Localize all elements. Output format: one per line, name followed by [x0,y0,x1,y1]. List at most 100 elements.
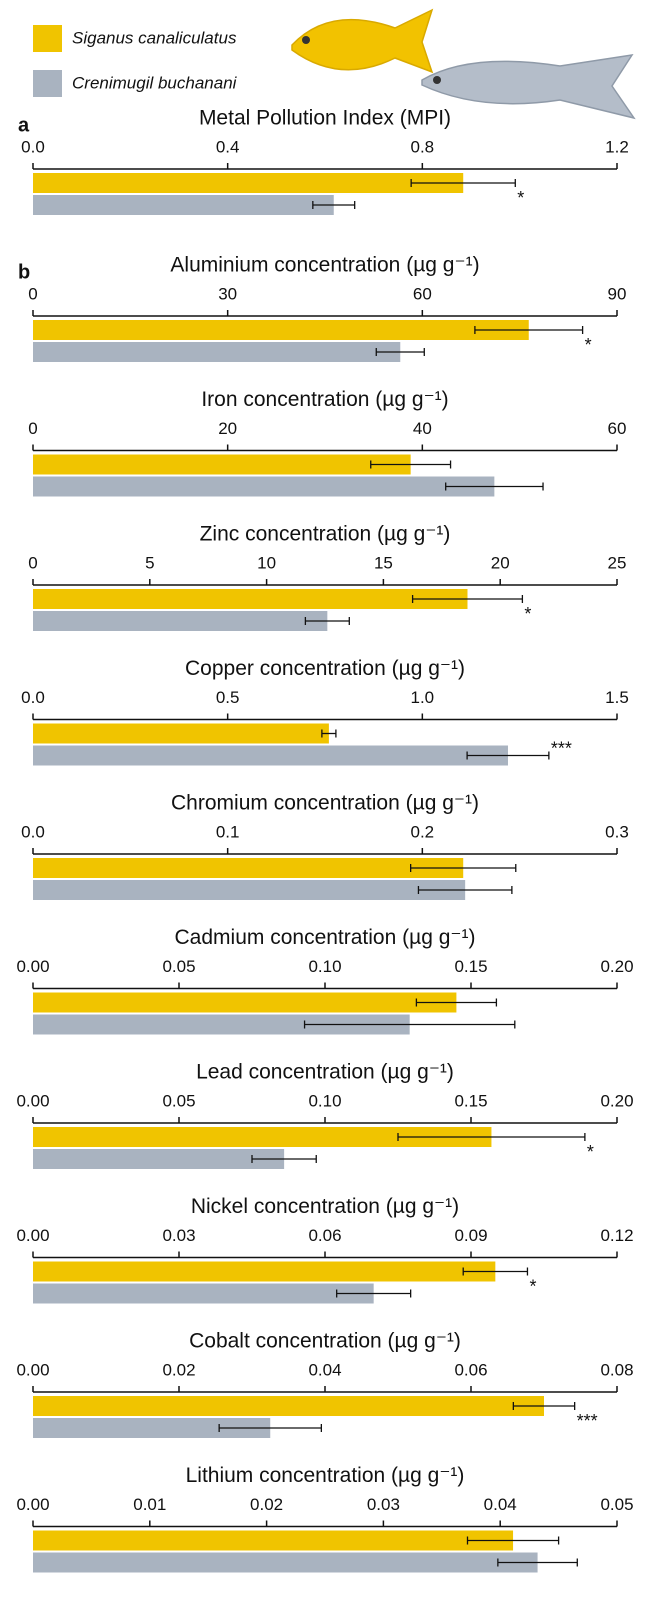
x-tick-label: 0.10 [308,957,341,976]
error-bar [411,595,524,603]
chart-title: Lead concentration (µg g⁻¹) [196,1061,454,1084]
x-tick-label: 0.8 [411,137,435,156]
error-bar [410,179,516,187]
x-tick-label: 60 [413,284,432,303]
significance: * [517,188,524,208]
error-bar [321,729,337,738]
error-bar [415,998,498,1007]
bar [33,1283,374,1304]
x-tick-label: 0.02 [250,1495,283,1514]
error-bar [466,1536,560,1545]
x-tick-label: 0.00 [16,957,49,976]
panel-label: b [18,261,30,283]
significance: *** [577,1411,598,1431]
error-bar [336,1289,412,1298]
x-tick-label: 0.0 [21,137,45,156]
error-bar [410,864,517,872]
bar [33,611,328,631]
fish-eye [302,36,310,44]
significance: * [524,604,531,624]
x-tick-label: 0.00 [16,1091,49,1110]
bar [33,745,508,766]
fish-illustrations [291,8,636,120]
x-tick-label: 25 [608,553,627,572]
x-tick-label: 0.15 [454,1091,487,1110]
legend-label: Crenimugil buchanani [72,73,238,92]
bar [33,454,411,475]
x-tick-label: 0.3 [605,822,629,841]
error-bar [417,886,513,894]
grey-fish [421,54,636,120]
x-tick-label: 60 [608,419,627,438]
x-tick-label: 0.2 [411,822,435,841]
x-tick-label: 0.04 [484,1495,517,1514]
bar [33,880,466,900]
bar [33,1149,285,1169]
x-tick-label: 0.0 [21,822,45,841]
chart-title: Cadmium concentration (µg g⁻¹) [175,926,476,949]
bar [33,1418,271,1438]
chart-title: Iron concentration (µg g⁻¹) [201,388,448,411]
x-tick-label: 1.5 [605,688,629,707]
x-tick-label: 0.5 [216,688,240,707]
bar [33,858,464,878]
x-tick-label: 0.00 [16,1226,49,1245]
x-tick-label: 40 [413,419,432,438]
bar [33,1127,492,1147]
error-bar [466,751,550,760]
yellow-fish [291,8,434,74]
error-bar [474,326,584,334]
error-bar [218,1424,323,1432]
chart-title: Metal Pollution Index (MPI) [199,107,451,130]
error-bar [445,482,544,491]
legend-swatch [33,70,62,97]
chart-title: Lithium concentration (µg g⁻¹) [186,1464,465,1487]
x-tick-label: 0.0 [21,688,45,707]
x-tick-label: 0 [28,553,37,572]
bar [33,723,329,744]
significance: *** [551,738,572,758]
x-tick-label: 0.15 [454,957,487,976]
x-tick-label: 0.00 [16,1495,49,1514]
x-tick-label: 0 [28,284,37,303]
x-tick-label: 0.10 [308,1091,341,1110]
chart-title: Cobalt concentration (µg g⁻¹) [189,1330,461,1353]
error-bar [251,1155,317,1163]
bar [33,342,401,362]
bar [33,1530,514,1551]
significance: * [587,1142,594,1162]
chart-title: Chromium concentration (µg g⁻¹) [171,792,479,815]
fish-eye [433,76,441,84]
chart-title: Copper concentration (µg g⁻¹) [185,657,465,680]
bar [33,589,468,609]
error-bar [312,201,356,209]
x-tick-label: 0.4 [216,137,240,156]
x-tick-label: 0.06 [308,1226,341,1245]
significance: * [585,335,592,355]
legend-label: Siganus canaliculatus [72,28,237,47]
error-bar [397,1133,586,1141]
x-tick-label: 0.02 [162,1360,195,1379]
error-bar [370,460,452,469]
chart-title: Nickel concentration (µg g⁻¹) [191,1195,459,1218]
bar [33,320,529,340]
bar [33,173,464,193]
x-tick-label: 0.05 [600,1495,633,1514]
x-tick-label: 0.03 [162,1226,195,1245]
error-bar [303,1020,516,1029]
legend-swatch [33,25,62,52]
chart-title: Zinc concentration (µg g⁻¹) [200,523,451,546]
x-tick-label: 0.20 [600,1091,633,1110]
bar [33,992,457,1013]
x-tick-label: 0.04 [308,1360,341,1379]
x-tick-label: 0.01 [133,1495,166,1514]
x-tick-label: 0.09 [454,1226,487,1245]
x-tick-label: 0.06 [454,1360,487,1379]
bar [33,1552,538,1573]
x-tick-label: 15 [374,553,393,572]
error-bar [497,1558,578,1567]
error-bar [304,617,350,625]
x-tick-label: 1.0 [411,688,435,707]
error-bar [375,348,425,356]
